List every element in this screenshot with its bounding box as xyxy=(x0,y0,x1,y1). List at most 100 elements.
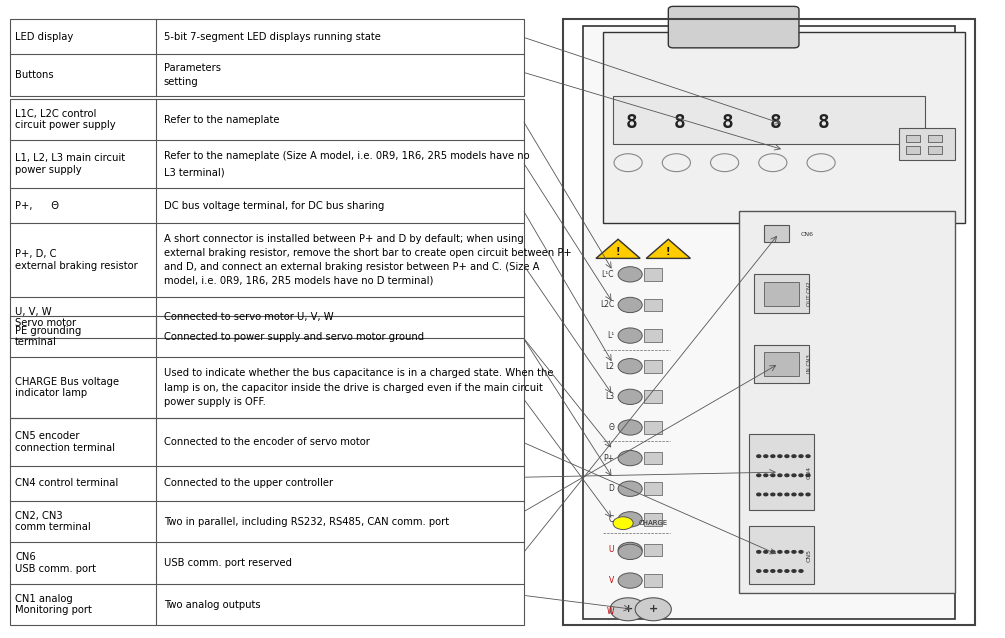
Polygon shape xyxy=(596,239,640,258)
Text: 8: 8 xyxy=(673,113,685,132)
Text: CN6
USB comm. port: CN6 USB comm. port xyxy=(15,553,96,574)
Text: !: ! xyxy=(666,247,670,257)
Circle shape xyxy=(792,493,796,496)
Circle shape xyxy=(785,474,789,477)
Text: 8: 8 xyxy=(722,113,734,132)
Text: power supply is OFF.: power supply is OFF. xyxy=(164,397,265,407)
Circle shape xyxy=(618,542,642,558)
Circle shape xyxy=(613,517,633,530)
Bar xyxy=(906,146,920,154)
Text: Refer to the nameplate: Refer to the nameplate xyxy=(164,115,279,124)
Text: U, V, W
Servo motor: U, V, W Servo motor xyxy=(15,307,76,328)
Text: Two analog outputs: Two analog outputs xyxy=(164,600,260,609)
Circle shape xyxy=(618,420,642,435)
Circle shape xyxy=(785,455,789,457)
Text: CN5 encoder
connection terminal: CN5 encoder connection terminal xyxy=(15,431,116,452)
Text: P+, D, C
external braking resistor: P+, D, C external braking resistor xyxy=(15,249,138,271)
Circle shape xyxy=(799,551,803,553)
Circle shape xyxy=(771,551,775,553)
Text: Buttons: Buttons xyxy=(15,70,53,80)
Polygon shape xyxy=(646,239,690,258)
Bar xyxy=(10,19,524,96)
Text: L3: L3 xyxy=(605,392,614,401)
Bar xyxy=(899,128,955,160)
Text: CN1 analog
Monitoring port: CN1 analog Monitoring port xyxy=(15,594,91,615)
Bar xyxy=(764,282,799,306)
FancyBboxPatch shape xyxy=(668,6,799,48)
Circle shape xyxy=(799,474,803,477)
Circle shape xyxy=(757,455,761,457)
Circle shape xyxy=(785,551,789,553)
Bar xyxy=(10,316,524,418)
Text: CN4: CN4 xyxy=(807,466,812,478)
Circle shape xyxy=(610,598,646,621)
Bar xyxy=(928,135,942,142)
Text: Two in parallel, including RS232, RS485, CAN comm. port: Two in parallel, including RS232, RS485,… xyxy=(164,517,449,526)
Text: U: U xyxy=(609,545,614,554)
Bar xyxy=(754,274,809,313)
Circle shape xyxy=(764,570,768,572)
Circle shape xyxy=(806,455,810,457)
Circle shape xyxy=(618,359,642,374)
Bar xyxy=(644,605,662,618)
Text: D: D xyxy=(608,484,614,493)
Bar xyxy=(644,452,662,464)
Circle shape xyxy=(757,474,761,477)
Text: L2C: L2C xyxy=(600,300,614,309)
Circle shape xyxy=(757,493,761,496)
Circle shape xyxy=(799,455,803,457)
Bar xyxy=(10,418,524,625)
Circle shape xyxy=(792,570,796,572)
Circle shape xyxy=(757,570,761,572)
Bar xyxy=(583,26,955,619)
Circle shape xyxy=(771,474,775,477)
Text: PE grounding
terminal: PE grounding terminal xyxy=(15,326,81,347)
Text: OUT CN2: OUT CN2 xyxy=(807,281,812,306)
Bar xyxy=(644,268,662,281)
Circle shape xyxy=(778,551,782,553)
Bar xyxy=(749,434,814,510)
Text: L1C, L2C control
circuit power supply: L1C, L2C control circuit power supply xyxy=(15,109,116,130)
Circle shape xyxy=(778,474,782,477)
Circle shape xyxy=(771,570,775,572)
Text: 8: 8 xyxy=(770,113,782,132)
Text: +: + xyxy=(623,604,633,614)
Text: Refer to the nameplate (Size A model, i.e. 0R9, 1R6, 2R5 models have no: Refer to the nameplate (Size A model, i.… xyxy=(164,151,530,161)
Circle shape xyxy=(618,604,642,619)
Circle shape xyxy=(799,570,803,572)
Text: CN4 control terminal: CN4 control terminal xyxy=(15,478,119,488)
Bar xyxy=(563,19,975,625)
Text: L¹C: L¹C xyxy=(602,270,614,279)
Bar xyxy=(644,513,662,526)
Text: C: C xyxy=(609,515,614,524)
Circle shape xyxy=(764,455,768,457)
Bar xyxy=(754,345,809,383)
Text: LED display: LED display xyxy=(15,32,73,41)
Circle shape xyxy=(799,493,803,496)
Bar xyxy=(644,360,662,373)
Text: setting: setting xyxy=(164,77,199,87)
Text: W: W xyxy=(607,607,614,616)
Circle shape xyxy=(778,455,782,457)
Bar xyxy=(613,96,925,144)
Bar xyxy=(644,482,662,495)
Circle shape xyxy=(771,455,775,457)
Circle shape xyxy=(635,598,671,621)
Text: !: ! xyxy=(616,247,620,257)
Bar xyxy=(764,225,789,242)
Text: +: + xyxy=(648,604,658,614)
Bar xyxy=(10,99,524,338)
Text: Θ: Θ xyxy=(608,423,614,432)
Circle shape xyxy=(764,551,768,553)
Circle shape xyxy=(618,297,642,313)
Text: DC bus voltage terminal, for DC bus sharing: DC bus voltage terminal, for DC bus shar… xyxy=(164,201,384,211)
Text: L2: L2 xyxy=(605,362,614,371)
Text: Parameters: Parameters xyxy=(164,63,221,73)
Text: L1, L2, L3 main circuit
power supply: L1, L2, L3 main circuit power supply xyxy=(15,154,126,175)
Circle shape xyxy=(618,328,642,343)
Circle shape xyxy=(785,570,789,572)
Circle shape xyxy=(764,493,768,496)
Bar xyxy=(603,32,965,223)
Text: L¹: L¹ xyxy=(607,331,614,340)
Circle shape xyxy=(618,512,642,527)
